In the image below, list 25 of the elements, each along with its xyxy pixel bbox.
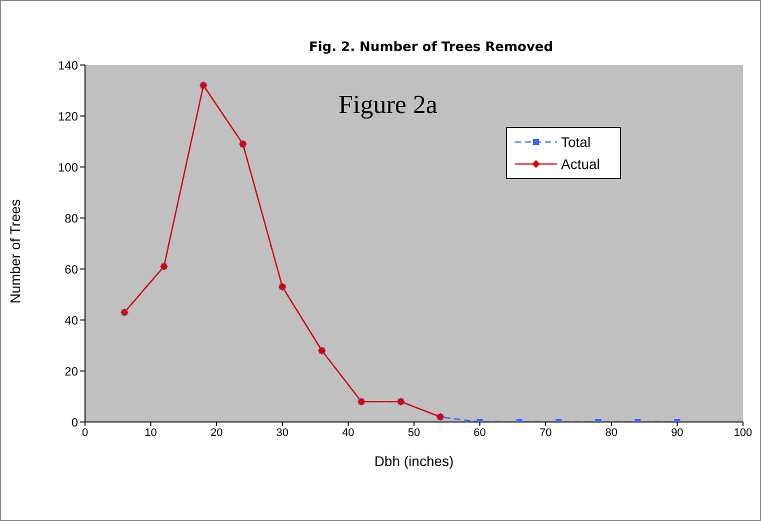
y-tick-label: 60 <box>64 262 78 276</box>
x-tick-label: 20 <box>210 426 223 439</box>
x-tick-label: 100 <box>734 426 752 439</box>
y-tick-label: 20 <box>64 364 78 378</box>
x-tick-label: 40 <box>342 426 354 439</box>
annotation: Figure 2a <box>338 90 438 119</box>
y-tick-label: 40 <box>64 313 78 328</box>
y-tick-label: 80 <box>64 211 78 226</box>
x-axis-title: Dbh (inches) <box>374 453 454 469</box>
x-tick-label: 70 <box>539 426 552 439</box>
x-tick-label: 0 <box>82 426 88 439</box>
y-tick-label: 120 <box>58 109 78 124</box>
y-axis-title: Number of Trees <box>6 199 23 304</box>
y-tick-label: 100 <box>58 160 78 174</box>
x-tick-label: 50 <box>408 426 420 439</box>
x-tick-label: 10 <box>144 426 157 439</box>
x-tick-label: 90 <box>671 426 684 439</box>
x-tick-label: 60 <box>474 426 486 439</box>
x-tick-label: 30 <box>276 426 289 439</box>
x-tick-label: 80 <box>605 426 618 439</box>
legend-label: Actual <box>561 156 600 172</box>
y-tick-label: 140 <box>58 58 78 72</box>
chart-title: Fig. 2. Number of Trees Removed <box>308 40 554 55</box>
legend-label: Total <box>561 134 591 150</box>
y-tick-label: 0 <box>71 415 78 430</box>
